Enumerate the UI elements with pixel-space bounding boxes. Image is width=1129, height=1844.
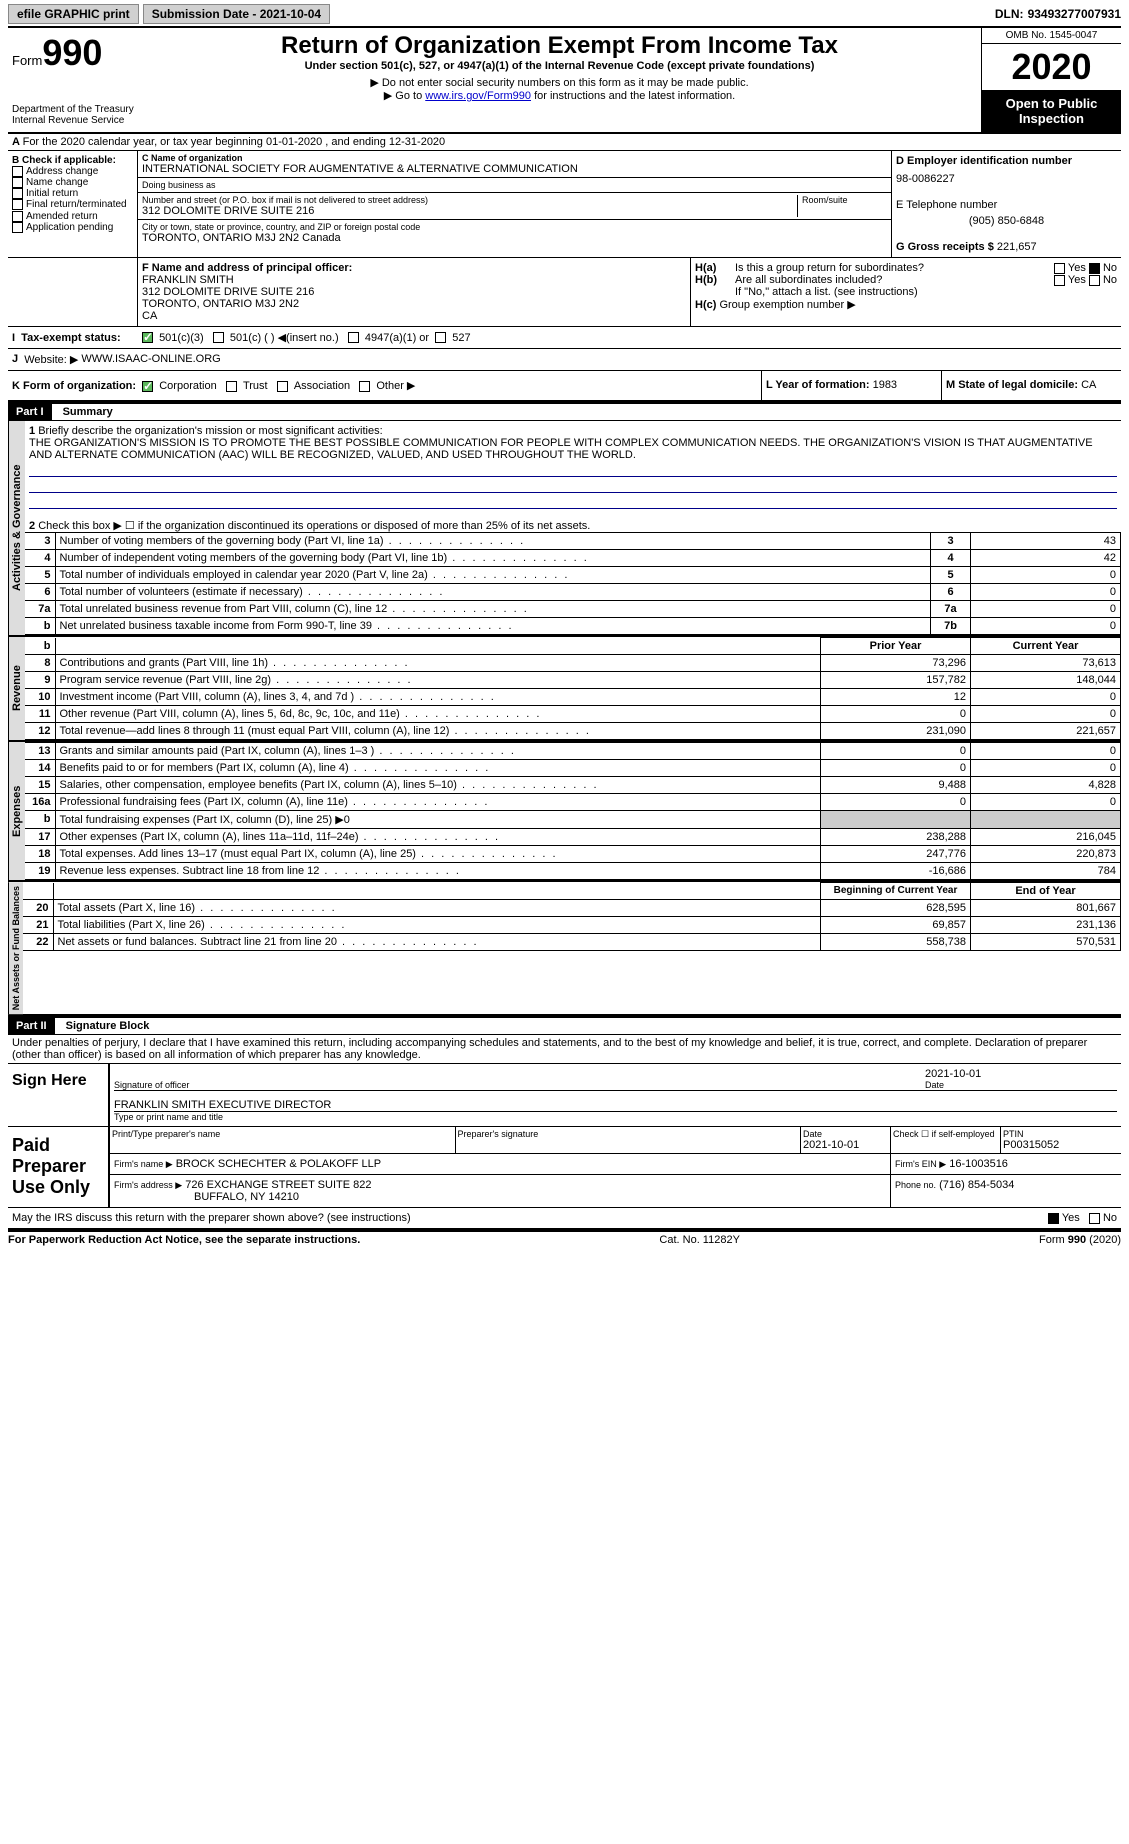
part1-name: Summary <box>55 406 113 418</box>
section-d: D Employer identification number 98-0086… <box>891 151 1121 257</box>
dln-value: 93493277007931 <box>1028 7 1121 21</box>
revenue-table: b Prior Year Current Year 8Contributions… <box>25 637 1121 740</box>
irs-link[interactable]: www.irs.gov/Form990 <box>425 90 531 102</box>
netassets-table: Beginning of Current Year End of Year 20… <box>23 882 1121 951</box>
section-b: B Check if applicable: Address change Na… <box>8 151 138 257</box>
omb-number: OMB No. 1545-0047 <box>982 28 1121 44</box>
form-number: 990 <box>42 32 102 73</box>
officer-name: FRANKLIN SMITH EXECUTIVE DIRECTOR <box>114 1099 1117 1112</box>
city-address: TORONTO, ONTARIO M3J 2N2 Canada <box>142 232 887 244</box>
state-domicile: CA <box>1081 379 1096 391</box>
mission-text: THE ORGANIZATION'S MISSION IS TO PROMOTE… <box>29 437 1117 461</box>
check-501c[interactable] <box>213 332 224 343</box>
vert-expenses: Expenses <box>8 742 25 880</box>
expenses-table: 13Grants and similar amounts paid (Part … <box>25 742 1121 880</box>
ein-value: 98-0086227 <box>896 173 1117 185</box>
ha-yes[interactable] <box>1054 263 1065 274</box>
hb-yes[interactable] <box>1054 275 1065 286</box>
ha-no[interactable] <box>1089 263 1100 274</box>
street-address: 312 DOLOMITE DRIVE SUITE 216 <box>142 205 797 217</box>
phone-value: (905) 850-6848 <box>896 215 1117 227</box>
part2-name: Signature Block <box>58 1020 150 1032</box>
check-other[interactable] <box>359 381 370 392</box>
ptin-value: P00315052 <box>1003 1139 1119 1151</box>
website-value: WWW.ISAAC-ONLINE.ORG <box>81 353 220 366</box>
form-header: Form990 Department of the Treasury Inter… <box>8 28 1121 134</box>
discuss-yes[interactable] <box>1048 1213 1059 1224</box>
firm-ein: 16-1003516 <box>949 1158 1008 1170</box>
check-initial[interactable] <box>12 188 23 199</box>
tax-year-line: For the 2020 calendar year, or tax year … <box>23 136 446 148</box>
firm-phone: (716) 854-5034 <box>939 1179 1014 1191</box>
check-assoc[interactable] <box>277 381 288 392</box>
top-bar: efile GRAPHIC print Submission Date - 20… <box>8 4 1121 28</box>
part1-label: Part I <box>8 404 52 420</box>
gross-receipts: 221,657 <box>997 241 1037 253</box>
firm-name: BROCK SCHECHTER & POLAKOFF LLP <box>176 1158 381 1170</box>
governance-table: 3Number of voting members of the governi… <box>25 532 1121 635</box>
note-link: ▶ Go to www.irs.gov/Form990 for instruct… <box>142 89 977 102</box>
discuss-no[interactable] <box>1089 1213 1100 1224</box>
org-name: INTERNATIONAL SOCIETY FOR AUGMENTATIVE &… <box>142 163 887 175</box>
footer: For Paperwork Reduction Act Notice, see … <box>8 1230 1121 1246</box>
dln-label: DLN: <box>995 7 1024 21</box>
check-pending[interactable] <box>12 222 23 233</box>
section-c: C Name of organization INTERNATIONAL SOC… <box>138 151 891 257</box>
hb-no[interactable] <box>1089 275 1100 286</box>
section-f: F Name and address of principal officer:… <box>138 258 691 326</box>
inspection-label: Open to Public Inspection <box>982 90 1121 132</box>
vert-revenue: Revenue <box>8 637 25 740</box>
check-501c3[interactable] <box>142 332 153 343</box>
check-address[interactable] <box>12 166 23 177</box>
form-label: Form <box>12 53 42 68</box>
efile-button[interactable]: efile GRAPHIC print <box>8 4 139 24</box>
dept-label: Department of the Treasury Internal Reve… <box>12 104 134 126</box>
vert-netassets: Net Assets or Fund Balances <box>8 882 23 1014</box>
check-corp[interactable] <box>142 381 153 392</box>
form-subtitle: Under section 501(c), 527, or 4947(a)(1)… <box>142 60 977 72</box>
form-title: Return of Organization Exempt From Incom… <box>142 32 977 60</box>
submission-button[interactable]: Submission Date - 2021-10-04 <box>143 4 330 24</box>
check-527[interactable] <box>435 332 446 343</box>
section-h: H(a) Is this a group return for subordin… <box>691 258 1121 326</box>
check-amended[interactable] <box>12 211 23 222</box>
check-final[interactable] <box>12 199 23 210</box>
tax-year: 2020 <box>982 44 1121 90</box>
declaration-text: Under penalties of perjury, I declare th… <box>8 1035 1121 1064</box>
paid-preparer-label: Paid Preparer Use Only <box>8 1127 108 1207</box>
check-4947[interactable] <box>348 332 359 343</box>
check-trust[interactable] <box>226 381 237 392</box>
note-ssn: ▶ Do not enter social security numbers o… <box>142 76 977 89</box>
sig-date: 2021-10-01 <box>925 1068 1117 1080</box>
firm-addr1: 726 EXCHANGE STREET SUITE 822 <box>185 1179 371 1191</box>
year-formed: 1983 <box>873 379 897 391</box>
vert-governance: Activities & Governance <box>8 421 25 635</box>
part2-label: Part II <box>8 1018 55 1034</box>
sign-here-label: Sign Here <box>8 1064 108 1126</box>
check-name[interactable] <box>12 177 23 188</box>
firm-addr2: BUFFALO, NY 14210 <box>114 1191 886 1203</box>
